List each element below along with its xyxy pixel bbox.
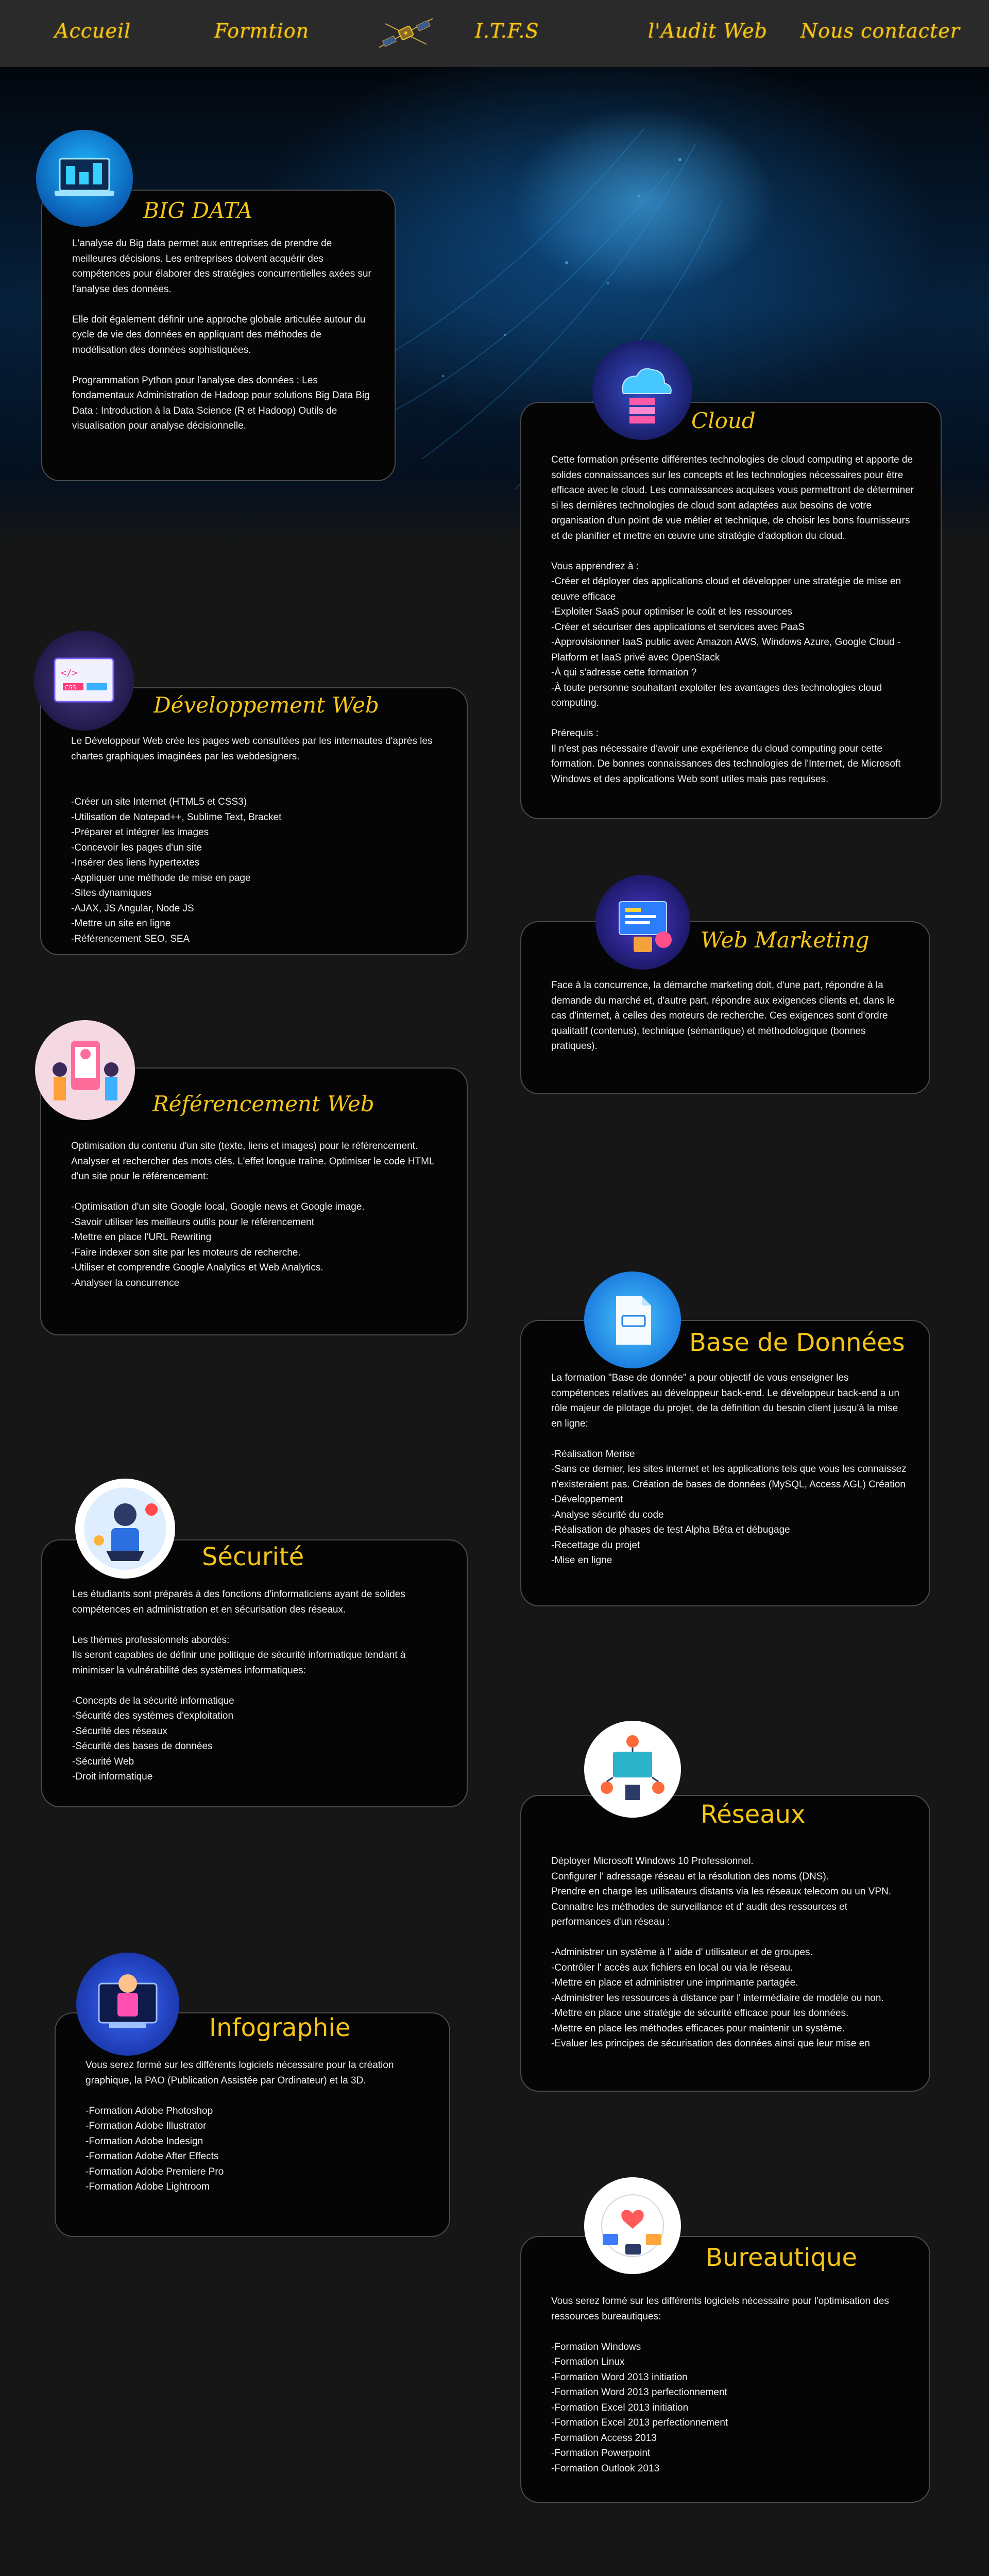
- section-text-cloud: Cette formation présente différentes tec…: [551, 454, 914, 785]
- seo-people-icon: [35, 1020, 135, 1120]
- section-title-webmarketing: Web Marketing: [701, 927, 869, 953]
- section-text-network: Déployer Microsoft Windows 10 Profession…: [551, 1856, 892, 2049]
- nav-link-training[interactable]: Formtion: [214, 20, 310, 42]
- laptop-data-icon: [36, 130, 133, 227]
- section-card-security: Sécurité Les étudiants sont préparés à d…: [41, 1539, 468, 1807]
- security-hacker-icon: [75, 1479, 175, 1579]
- section-card-seo: Référencement Web Optimisation du conten…: [40, 1067, 468, 1335]
- section-text-webmarketing: Face à la concurrence, la démarche marke…: [551, 980, 895, 1052]
- section-text-database: La formation "Base de donnée" a pour obj…: [551, 1372, 907, 1566]
- section-text-seo: Optimisation du contenu d'un site (texte…: [71, 1141, 434, 1289]
- section-card-bigdata: BIG DATA L'analyse du Big data permet au…: [41, 190, 396, 481]
- top-navigation: Accueil Formtion I.T.F.S l'Audit Web Nou…: [0, 0, 989, 67]
- section-title-webdev: Développement Web: [154, 692, 379, 718]
- section-title-network: Réseaux: [701, 1800, 806, 1829]
- section-title-seo: Référencement Web: [152, 1091, 374, 1116]
- section-card-office: Bureautique Vous serez formé sur les dif…: [520, 2236, 930, 2503]
- section-card-webdev: Développement Web Le Développeur Web cré…: [40, 687, 468, 955]
- nav-link-home[interactable]: Accueil: [55, 20, 131, 42]
- section-title-office: Bureautique: [706, 2243, 857, 2272]
- svg-text:</>: </>: [61, 668, 78, 679]
- section-card-cloud: Cloud Cette formation présente différent…: [520, 402, 942, 819]
- section-title-bigdata: BIG DATA: [143, 198, 253, 223]
- office-tools-icon: [584, 2177, 681, 2274]
- nav-link-audit[interactable]: l'Audit Web: [648, 20, 768, 42]
- section-text-infographie: Vous serez formé sur les différents logi…: [86, 2060, 394, 2192]
- marketing-icon: [595, 875, 690, 970]
- database-file-icon: [584, 1272, 681, 1368]
- section-title-security: Sécurité: [202, 1543, 304, 1571]
- section-text-webdev: Le Développeur Web crée les pages web co…: [71, 736, 433, 944]
- designer-icon: [76, 1953, 179, 2056]
- section-title-database: Base de Données: [689, 1328, 905, 1357]
- nav-link-brand[interactable]: I.T.F.S: [475, 20, 539, 42]
- section-card-network: Réseaux Déployer Microsoft Windows 10 Pr…: [520, 1795, 930, 2092]
- satellite-logo-icon[interactable]: [375, 11, 437, 58]
- section-card-webmarketing: Web Marketing Face à la concurrence, la …: [520, 921, 930, 1094]
- nav-link-contact[interactable]: Nous contacter: [800, 20, 960, 42]
- section-card-database: Base de Données La formation "Base de do…: [520, 1320, 930, 1606]
- section-text-office: Vous serez formé sur les différents logi…: [551, 2296, 889, 2474]
- section-text-security: Les étudiants sont préparés à des foncti…: [72, 1589, 406, 1782]
- section-text-bigdata: L'analyse du Big data permet aux entrepr…: [72, 238, 371, 431]
- network-team-icon: [584, 1721, 681, 1818]
- cloud-server-icon: [592, 340, 692, 440]
- svg-text:CSS: CSS: [65, 684, 76, 691]
- code-editor-icon: </> CSS: [34, 631, 134, 731]
- section-title-infographie: Infographie: [209, 2013, 351, 2042]
- section-title-cloud: Cloud: [691, 408, 756, 433]
